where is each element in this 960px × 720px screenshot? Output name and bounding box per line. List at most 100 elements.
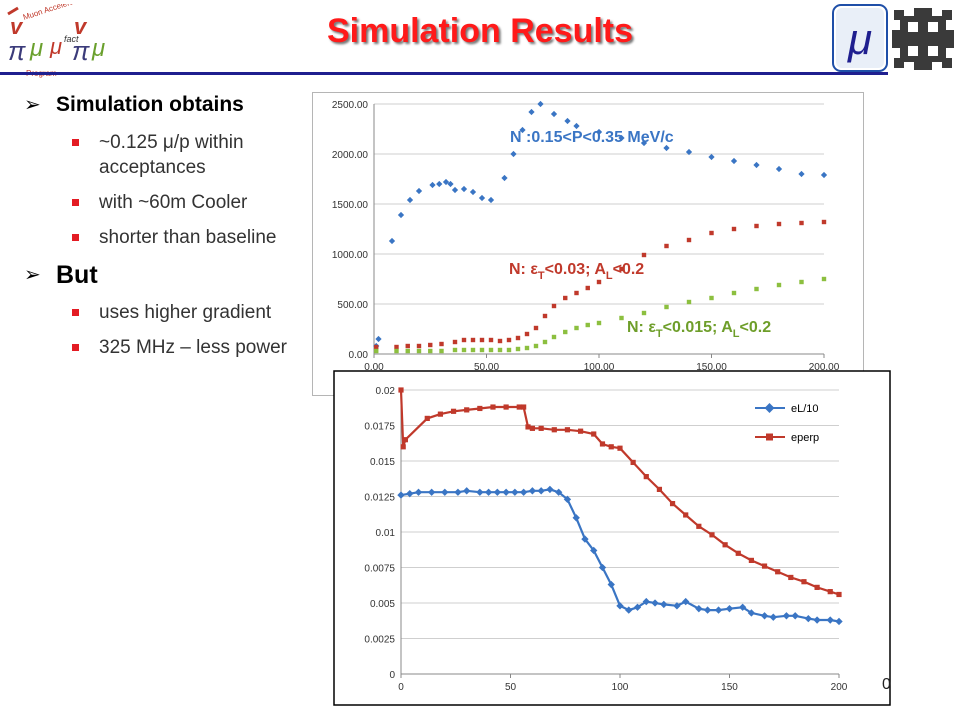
data-point: [533, 343, 539, 349]
sub-bullet-text: 325 MHz – less power: [99, 337, 287, 358]
particle-count-chart: 0.00 500.00 1000.00 1500.00 2000.00 2500.00 0.…: [312, 92, 864, 396]
data-point: [479, 347, 485, 353]
data-point: [703, 606, 712, 614]
data-point: [669, 501, 676, 507]
data-point: [813, 616, 821, 624]
bullet-but: ➢ But: [24, 260, 314, 290]
data-point: [686, 237, 692, 243]
data-point: [760, 612, 769, 620]
sub-bullet: shorter than baseline: [72, 225, 314, 250]
data-point: [374, 348, 379, 354]
y-tick-label: 2500.00: [332, 100, 369, 111]
data-point: [416, 343, 422, 349]
sub-bullet: 325 MHz – less power: [72, 335, 314, 360]
data-point: [551, 427, 557, 433]
data-point: [761, 563, 768, 569]
data-point: [501, 174, 508, 182]
data-point: [533, 325, 539, 331]
y-tick-label: 1500.00: [332, 200, 369, 211]
data-point: [673, 602, 681, 610]
bullet-text: But: [56, 261, 98, 289]
data-point: [686, 299, 692, 305]
data-point: [521, 404, 527, 410]
data-point: [709, 532, 715, 538]
data-point: [525, 424, 531, 430]
data-point: [484, 488, 493, 496]
data-point: [479, 337, 485, 343]
y-tick-label: 0.0175: [364, 422, 395, 433]
data-point: [641, 310, 647, 316]
data-point: [542, 339, 548, 345]
data-point: [754, 223, 759, 229]
data-point: [551, 334, 557, 340]
data-point: [617, 445, 623, 451]
data-point: [714, 606, 723, 614]
data-point: [374, 344, 379, 350]
data-point: [470, 337, 476, 343]
data-point: [375, 335, 382, 343]
x-tick-label: 100.00: [584, 362, 615, 373]
svg-text:π: π: [8, 36, 26, 66]
square-bullet-icon: [72, 309, 79, 316]
data-point: [405, 343, 410, 349]
data-point: [574, 325, 579, 331]
emittance-chart: 0 0.0025 0.005 0.0075 0.01 0.0125 0.015 0.0175 0…: [333, 370, 891, 706]
data-point: [515, 335, 521, 341]
data-point: [519, 488, 528, 496]
data-point: [754, 286, 759, 292]
data-point: [429, 181, 436, 189]
data-point: [488, 337, 494, 343]
bullet-text: Simulation obtains: [56, 93, 244, 116]
svg-text:μ: μ: [847, 15, 872, 64]
data-point: [439, 348, 444, 354]
data-point: [437, 411, 444, 417]
data-point: [564, 427, 571, 433]
data-point: [394, 344, 399, 350]
square-bullet-icon: [72, 199, 79, 206]
data-point: [585, 285, 590, 291]
data-point: [664, 304, 669, 310]
y-tick-label: 0: [389, 670, 395, 681]
data-point: [415, 187, 423, 195]
data-point: [821, 219, 827, 225]
data-point: [591, 431, 597, 437]
data-point: [388, 237, 396, 245]
data-point: [398, 387, 404, 393]
data-point: [394, 348, 399, 354]
data-point: [442, 178, 450, 186]
data-point: [814, 584, 820, 590]
data-point: [436, 180, 443, 188]
data-point: [450, 408, 457, 414]
x-tick-label: 0: [398, 682, 404, 693]
sub-bullet-text: shorter than baseline: [99, 227, 277, 248]
data-point: [439, 341, 444, 347]
legend-eperp: eperp: [791, 432, 819, 444]
data-point: [506, 337, 512, 343]
data-point: [515, 346, 521, 352]
data-point: [427, 488, 436, 496]
y-tick-label: 2000.00: [332, 150, 369, 161]
data-point: [590, 546, 598, 555]
data-point: [406, 489, 414, 498]
x-tick-label: 50: [505, 682, 517, 693]
data-point: [405, 348, 410, 354]
data-point: [630, 459, 636, 466]
svg-text:v: v: [10, 14, 24, 39]
data-point: [731, 290, 737, 296]
square-bullet-icon: [72, 139, 79, 146]
data-point: [487, 196, 495, 204]
arrow-bullet-icon: ➢: [24, 94, 41, 116]
data-point: [400, 444, 406, 450]
data-point: [497, 347, 503, 353]
data-point: [735, 550, 741, 556]
data-point: [616, 602, 624, 610]
data-point: [821, 276, 827, 282]
data-point: [776, 221, 782, 227]
y-tick-label: 0.01: [376, 528, 396, 539]
data-point: [406, 196, 414, 204]
data-point: [598, 563, 607, 572]
sub-bullet-text: with ~60m Cooler: [99, 192, 248, 213]
svg-text:π: π: [72, 36, 90, 66]
data-point: [799, 220, 804, 226]
data-point: [836, 591, 842, 598]
